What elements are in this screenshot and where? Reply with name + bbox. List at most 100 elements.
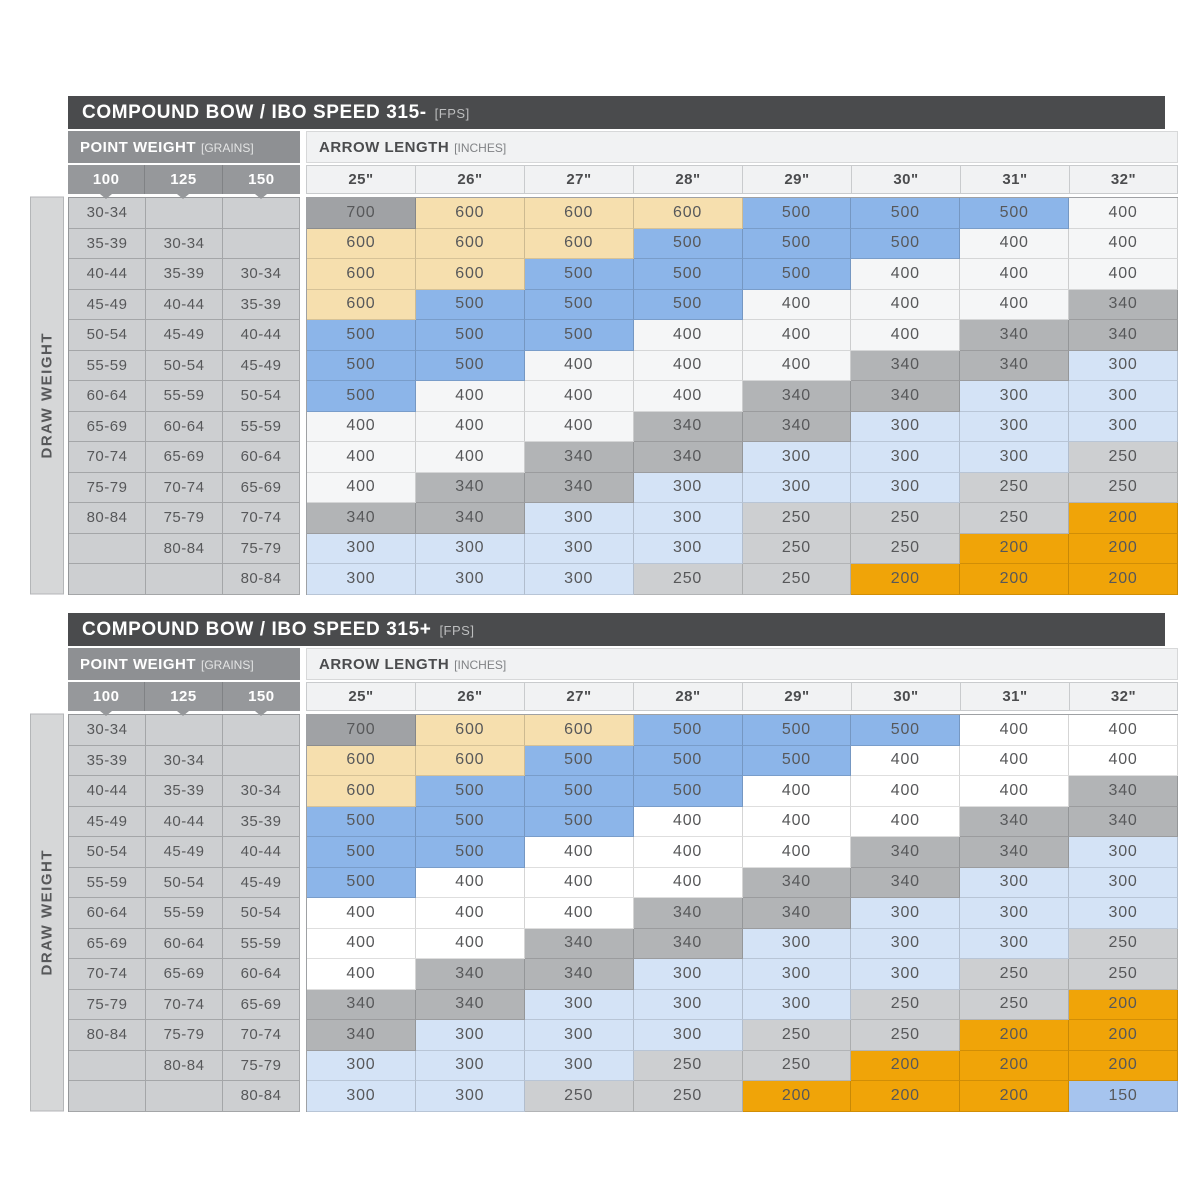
draw-weight-cell — [146, 564, 223, 595]
draw-weight-cell: 40-44 — [69, 776, 146, 807]
arrow-length-col-header: 28" — [633, 682, 742, 711]
spine-cell: 400 — [960, 259, 1070, 290]
spine-cell: 300 — [742, 989, 852, 1020]
spine-cell: 340 — [524, 472, 634, 503]
spine-cell: 400 — [415, 442, 525, 473]
draw-weight-cell: 60-64 — [223, 959, 300, 990]
spine-cell: 340 — [633, 898, 743, 929]
spine-cell: 200 — [960, 1020, 1070, 1051]
draw-weight-cell: 75-79 — [223, 1050, 300, 1081]
draw-weight-cell: 35-39 — [223, 289, 300, 320]
spine-cell: 700 — [307, 198, 416, 229]
arrow-length-label: ARROW LENGTH — [319, 138, 450, 156]
spine-cell: 340 — [633, 928, 743, 959]
spine-cell: 400 — [1069, 198, 1178, 229]
arrow-length-col-header: 30" — [851, 165, 960, 194]
spine-cell: 400 — [307, 472, 416, 503]
spine-cell: 600 — [307, 745, 416, 776]
draw-weight-grid: 30-34 35-39 30-34 40-44 35-39 30-34 45-49 40-44… — [68, 197, 300, 595]
draw-weight-cell: 45-49 — [146, 320, 223, 351]
point-weight-header: POINT WEIGHT [GRAINS] — [68, 131, 300, 163]
spine-cell: 300 — [960, 411, 1070, 442]
spine-cell: 400 — [633, 837, 743, 868]
draw-weight-cell: 75-79 — [69, 989, 146, 1020]
arrow-length-col-header: 30" — [851, 682, 960, 711]
spine-cell: 300 — [1069, 867, 1178, 898]
chart-title: COMPOUND BOW / IBO SPEED 315+ — [82, 618, 432, 640]
point-weight-col-header: 100 — [68, 682, 146, 711]
spine-cell: 300 — [1069, 837, 1178, 868]
spine-cell: 300 — [1069, 350, 1178, 381]
spine-cell: 300 — [633, 472, 743, 503]
spine-cell: 500 — [524, 259, 634, 290]
draw-weight-cell — [223, 228, 300, 259]
spine-cell: 250 — [742, 1020, 852, 1051]
draw-weight-cell: 80-84 — [146, 533, 223, 564]
draw-weight-cell: 60-64 — [223, 442, 300, 473]
spine-cell: 400 — [633, 381, 743, 412]
draw-weight-cell: 50-54 — [223, 898, 300, 929]
spine-cell: 600 — [633, 198, 743, 229]
spine-cell: 400 — [851, 745, 961, 776]
draw-weight-cell: 60-64 — [146, 411, 223, 442]
point-weight-header: POINT WEIGHT [GRAINS] — [68, 648, 300, 680]
spine-cell: 200 — [742, 1081, 852, 1112]
draw-weight-cell: 60-64 — [146, 928, 223, 959]
draw-weight-cell: 55-59 — [69, 350, 146, 381]
spine-cell: 300 — [851, 411, 961, 442]
draw-weight-cell: 50-54 — [223, 381, 300, 412]
spine-cell: 300 — [742, 442, 852, 473]
spine-cell: 340 — [524, 959, 634, 990]
spine-cell: 400 — [742, 837, 852, 868]
draw-weight-cell: 45-49 — [223, 867, 300, 898]
spine-cell: 600 — [307, 289, 416, 320]
spine-cell: 400 — [307, 898, 416, 929]
spine-cell: 400 — [307, 959, 416, 990]
spine-cell: 200 — [960, 564, 1070, 595]
spine-cell: 500 — [742, 259, 852, 290]
draw-weight-cell: 60-64 — [69, 381, 146, 412]
spine-cell: 340 — [742, 898, 852, 929]
arrow-length-header: ARROW LENGTH [INCHES] — [306, 131, 1178, 163]
draw-weight-cell — [69, 1050, 146, 1081]
arrow-length-header: ARROW LENGTH [INCHES] — [306, 648, 1178, 680]
spine-cell: 250 — [633, 564, 743, 595]
draw-weight-cell: 50-54 — [69, 837, 146, 868]
draw-weight-axis-label: DRAW WEIGHT — [30, 197, 64, 595]
point-weight-unit: [GRAINS] — [201, 657, 254, 672]
draw-weight-cell: 45-49 — [69, 289, 146, 320]
spine-cell: 300 — [960, 898, 1070, 929]
spine-cell: 400 — [851, 806, 961, 837]
spine-cell: 250 — [1069, 472, 1178, 503]
spine-cell: 400 — [1069, 228, 1178, 259]
spine-cell: 700 — [307, 715, 416, 746]
spine-cell: 340 — [960, 320, 1070, 351]
arrow-length-col-header: 31" — [960, 682, 1069, 711]
spine-cell: 300 — [307, 1081, 416, 1112]
spine-cell: 250 — [1069, 442, 1178, 473]
spine-cell: 250 — [742, 564, 852, 595]
spine-cell: 340 — [633, 411, 743, 442]
draw-weight-cell: 35-39 — [146, 259, 223, 290]
spine-cell: 300 — [960, 928, 1070, 959]
spine-cell: 600 — [415, 715, 525, 746]
chart-title-unit: [FPS] — [434, 106, 470, 121]
spine-cell: 400 — [960, 715, 1070, 746]
spine-cell: 500 — [415, 350, 525, 381]
spine-cell: 600 — [307, 776, 416, 807]
spine-cell: 500 — [524, 745, 634, 776]
spine-cell: 340 — [960, 806, 1070, 837]
spine-cell: 300 — [633, 959, 743, 990]
chart-title-unit: [FPS] — [439, 623, 475, 638]
spine-cell: 340 — [742, 867, 852, 898]
spine-cell: 500 — [524, 806, 634, 837]
spine-cell: 400 — [960, 776, 1070, 807]
spine-cell: 300 — [851, 959, 961, 990]
spine-chart-315-minus: COMPOUND BOW / IBO SPEED 315- [FPS] POIN… — [30, 96, 1178, 595]
spine-cell: 340 — [415, 472, 525, 503]
spine-cell: 500 — [633, 289, 743, 320]
spine-cell: 300 — [524, 503, 634, 534]
spine-cell: 500 — [851, 228, 961, 259]
draw-weight-cell: 45-49 — [69, 806, 146, 837]
spine-cell: 500 — [633, 259, 743, 290]
